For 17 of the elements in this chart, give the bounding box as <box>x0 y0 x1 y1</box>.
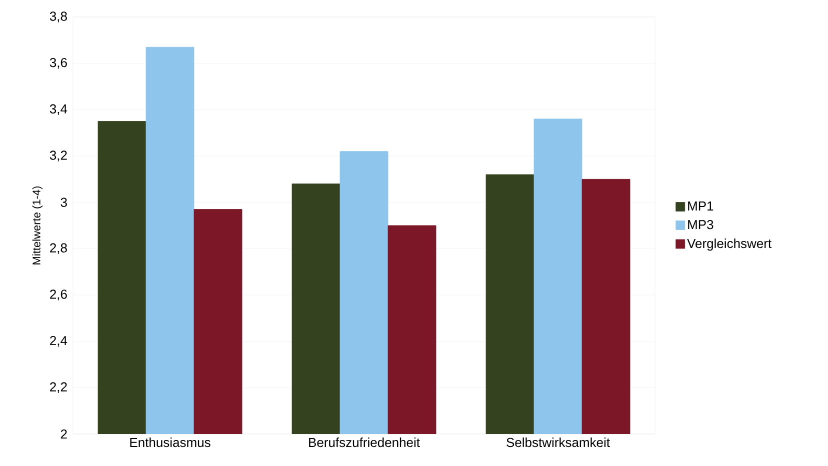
y-tick-label: 3,8 <box>50 12 67 22</box>
y-tick-label: 3 <box>60 198 67 207</box>
x-tick-label: Selbstwirksamkeit <box>506 438 610 448</box>
legend-label: MP3 <box>688 220 714 230</box>
x-tick-label: Berufszufriedenheit <box>309 438 420 448</box>
y-axis-title: Mittelwerte (1-4) <box>32 186 43 264</box>
y-tick-label: 3,4 <box>50 104 68 116</box>
legend-label: Vergleichswert <box>687 238 772 251</box>
y-tick-label: 2,2 <box>50 382 67 394</box>
y-tick-label: 2,6 <box>50 290 67 300</box>
y-tick-label: 3,6 <box>50 58 67 69</box>
legend-label: MP1 <box>688 202 714 210</box>
y-tick-label: 2 <box>60 429 67 439</box>
x-tick-label: Enthusiasmus <box>130 438 210 448</box>
y-tick-label: 2,4 <box>50 336 68 347</box>
y-tick-label: 3,2 <box>50 150 67 162</box>
y-tick-label: 2,8 <box>50 243 67 254</box>
